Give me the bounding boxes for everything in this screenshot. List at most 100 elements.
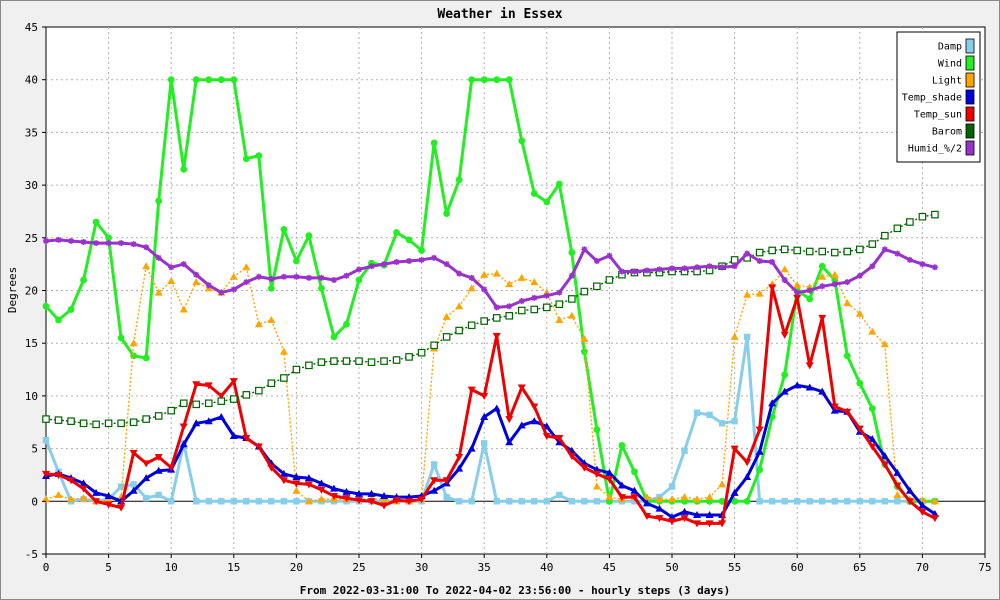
data-point — [830, 248, 839, 257]
data-point — [455, 454, 464, 462]
data-point — [193, 498, 200, 505]
data-point — [844, 279, 851, 286]
data-point — [768, 246, 776, 255]
data-point — [268, 498, 275, 505]
data-point — [905, 486, 914, 494]
y-tick-label: 45 — [25, 21, 38, 34]
data-point — [392, 356, 401, 364]
legend: Damp Wind Light Temp_shade Temp_sun Barom Humi… — [896, 31, 981, 163]
data-point — [192, 400, 201, 409]
data-point — [642, 499, 651, 507]
data-point — [681, 265, 688, 272]
data-point — [154, 466, 163, 474]
data-point — [229, 378, 238, 386]
data-point — [730, 445, 739, 453]
data-point — [405, 353, 413, 361]
data-point — [756, 498, 763, 505]
legend-label: Wind — [938, 59, 962, 70]
data-point — [79, 419, 88, 428]
x-tick-label: 60 — [791, 561, 804, 574]
data-point — [543, 292, 550, 299]
data-point — [292, 486, 301, 494]
data-point — [530, 403, 539, 411]
data-point — [856, 379, 864, 387]
data-point — [230, 498, 237, 505]
x-tick-label: 75 — [978, 561, 991, 574]
data-point — [217, 412, 226, 420]
data-point — [480, 392, 489, 400]
data-point — [793, 381, 802, 389]
data-point — [179, 305, 188, 313]
data-point — [192, 381, 201, 389]
data-point — [768, 498, 776, 505]
data-point — [642, 493, 651, 501]
data-point — [705, 520, 714, 528]
data-point — [318, 284, 325, 292]
data-point — [818, 262, 826, 270]
data-point — [180, 165, 188, 173]
data-point — [668, 483, 676, 490]
data-point — [755, 289, 764, 297]
data-point — [304, 474, 313, 482]
data-point — [517, 273, 526, 281]
x-tick-label: 30 — [415, 561, 428, 574]
data-point — [731, 263, 738, 270]
data-point — [481, 440, 488, 447]
data-point — [694, 264, 701, 271]
data-point — [292, 365, 301, 374]
x-tick-label: 55 — [728, 561, 741, 574]
data-point — [456, 270, 463, 277]
x-tick-label: 5 — [105, 561, 112, 574]
series-temp-sun — [42, 284, 939, 528]
data-point — [92, 218, 100, 226]
data-point — [467, 321, 476, 330]
data-point — [167, 406, 176, 415]
data-point — [506, 498, 513, 505]
data-point — [42, 470, 50, 478]
y-tick-label: 20 — [25, 285, 38, 298]
data-point — [505, 311, 514, 320]
data-point — [229, 431, 238, 439]
data-point — [92, 498, 101, 506]
data-point — [104, 501, 113, 509]
data-point — [856, 498, 863, 505]
data-point — [756, 257, 763, 264]
data-point — [468, 498, 475, 505]
data-point — [142, 474, 151, 482]
data-point — [893, 482, 902, 490]
y-tick-label: 25 — [25, 232, 38, 245]
data-point — [430, 486, 439, 494]
data-point — [906, 256, 913, 263]
data-point — [267, 464, 276, 472]
data-point — [492, 314, 501, 322]
data-point — [605, 276, 614, 284]
data-point — [67, 306, 75, 313]
data-point — [518, 137, 526, 145]
data-point — [42, 495, 50, 503]
data-point — [304, 497, 313, 505]
data-point — [468, 76, 476, 84]
data-point — [868, 327, 877, 335]
data-point — [292, 480, 301, 488]
data-point — [743, 333, 751, 341]
data-point — [393, 259, 400, 266]
data-point — [593, 498, 601, 505]
data-point — [254, 320, 263, 328]
data-point — [505, 280, 514, 288]
data-point — [229, 272, 238, 280]
data-point — [680, 507, 689, 515]
data-point — [154, 454, 163, 462]
data-point — [230, 395, 238, 403]
data-point — [530, 417, 539, 425]
data-point — [455, 498, 463, 505]
data-point — [405, 236, 413, 244]
data-point — [805, 362, 814, 370]
data-point — [706, 411, 713, 419]
data-point — [42, 302, 50, 310]
data-point — [581, 498, 588, 505]
data-point — [80, 276, 87, 284]
data-point — [218, 498, 225, 505]
data-point — [918, 212, 927, 221]
data-point — [831, 498, 838, 505]
data-point — [129, 486, 138, 494]
